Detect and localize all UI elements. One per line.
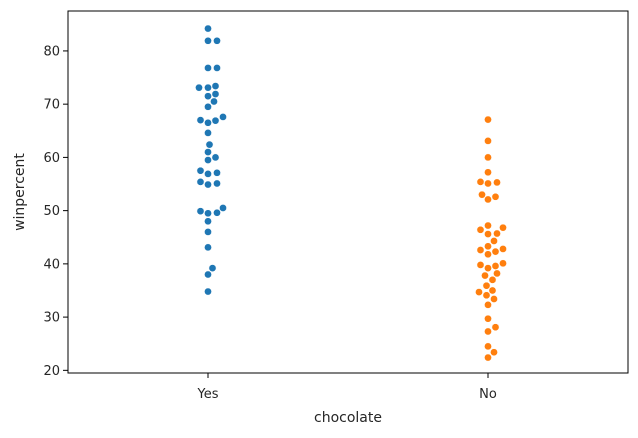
point-yes bbox=[204, 287, 212, 296]
point-yes bbox=[196, 207, 205, 216]
point-no bbox=[476, 225, 485, 234]
point-yes bbox=[196, 178, 205, 186]
point-yes bbox=[204, 170, 212, 178]
point-no bbox=[476, 246, 485, 254]
y-tick-label: 30 bbox=[43, 311, 60, 326]
point-yes bbox=[204, 209, 212, 218]
point-yes bbox=[196, 166, 205, 175]
point-yes bbox=[204, 64, 212, 72]
y-tick-label: 20 bbox=[43, 364, 60, 379]
point-no bbox=[499, 245, 507, 253]
point-yes bbox=[204, 83, 212, 92]
point-yes bbox=[211, 82, 220, 90]
y-axis-label: winpercent bbox=[12, 153, 28, 231]
point-yes bbox=[210, 97, 218, 106]
point-no bbox=[490, 295, 498, 303]
y-tick-label: 70 bbox=[43, 98, 60, 113]
point-no bbox=[493, 229, 501, 238]
point-yes bbox=[204, 243, 212, 252]
point-yes bbox=[211, 90, 220, 98]
point-no bbox=[490, 237, 498, 245]
x-tick-label-no: No bbox=[479, 387, 497, 402]
point-yes bbox=[204, 118, 212, 127]
point-no bbox=[478, 190, 486, 199]
point-no bbox=[488, 286, 497, 295]
y-axis: 20 30 40 50 60 70 80 bbox=[43, 44, 68, 379]
point-no bbox=[484, 314, 492, 323]
point-no bbox=[484, 168, 492, 177]
point-yes bbox=[204, 24, 212, 33]
point-yes bbox=[204, 156, 212, 164]
point-yes bbox=[196, 116, 205, 124]
point-no bbox=[491, 192, 500, 201]
point-yes bbox=[204, 180, 212, 189]
point-yes bbox=[204, 92, 212, 101]
point-no bbox=[482, 291, 491, 300]
point-yes bbox=[208, 264, 217, 272]
point-yes bbox=[211, 153, 220, 162]
point-no bbox=[484, 242, 492, 251]
x-tick-label-yes: Yes bbox=[197, 387, 219, 402]
point-yes bbox=[204, 102, 212, 111]
point-yes bbox=[204, 217, 212, 226]
point-no bbox=[484, 342, 492, 351]
point-no bbox=[488, 275, 497, 284]
point-no bbox=[499, 223, 507, 232]
point-no bbox=[484, 264, 492, 272]
y-tick-label: 60 bbox=[43, 151, 60, 166]
point-no bbox=[493, 269, 501, 278]
point-no bbox=[499, 259, 507, 268]
point-no bbox=[484, 301, 492, 309]
point-no bbox=[476, 261, 485, 269]
point-no bbox=[491, 323, 500, 332]
point-no bbox=[481, 271, 489, 280]
point-yes bbox=[213, 179, 221, 188]
point-no bbox=[484, 153, 492, 162]
point-no bbox=[493, 178, 501, 187]
point-yes bbox=[204, 129, 212, 137]
y-tick-label: 40 bbox=[43, 257, 60, 272]
point-no bbox=[475, 288, 483, 296]
point-yes bbox=[213, 36, 221, 45]
point-no bbox=[476, 178, 485, 186]
point-no bbox=[491, 262, 500, 270]
x-axis-label: chocolate bbox=[314, 410, 382, 426]
point-yes bbox=[204, 36, 212, 45]
point-no bbox=[484, 250, 492, 259]
point-yes bbox=[219, 113, 227, 121]
point-no bbox=[484, 137, 492, 145]
point-yes bbox=[211, 116, 220, 125]
y-tick-label: 80 bbox=[43, 44, 60, 59]
point-yes bbox=[195, 83, 203, 92]
point-no bbox=[491, 247, 500, 256]
y-tick-label: 50 bbox=[43, 204, 60, 219]
point-no bbox=[484, 353, 492, 362]
point-no bbox=[484, 179, 492, 188]
point-yes bbox=[204, 148, 212, 156]
point-no bbox=[484, 221, 492, 230]
point-yes bbox=[213, 208, 221, 217]
point-yes bbox=[213, 168, 221, 177]
point-no bbox=[484, 327, 492, 336]
point-yes bbox=[204, 270, 212, 279]
point-no bbox=[482, 281, 491, 290]
data-points bbox=[195, 24, 507, 362]
point-no bbox=[484, 230, 492, 238]
point-yes bbox=[205, 140, 214, 149]
point-yes bbox=[204, 228, 212, 236]
plot-area bbox=[67, 10, 629, 374]
point-no bbox=[490, 348, 498, 357]
point-no bbox=[484, 115, 492, 124]
point-yes bbox=[213, 64, 221, 72]
x-axis: Yes No bbox=[197, 373, 497, 402]
point-no bbox=[484, 195, 492, 204]
point-yes bbox=[219, 204, 227, 212]
